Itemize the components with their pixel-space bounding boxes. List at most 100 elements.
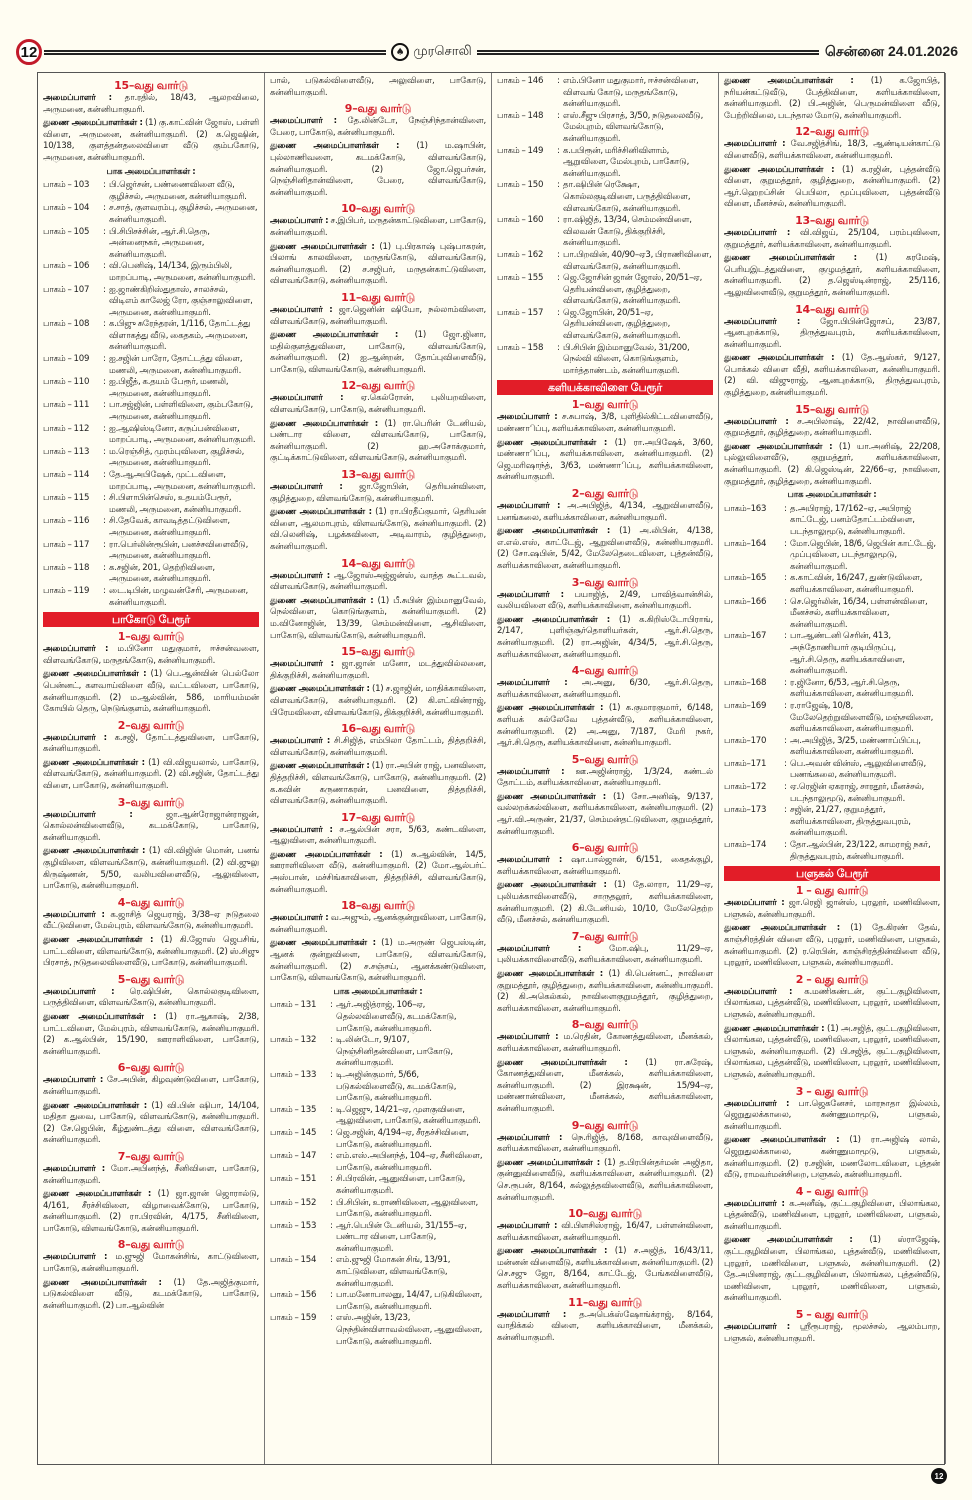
organiser-details: (1) வி.பின் ஷிபா, 14/104, மதிதா துவை, பா… bbox=[43, 1100, 259, 1146]
organiser-details: (1) ஸ்ராஜேஷ், குட்டகுழிவிளை, பிலாங்கல, ப… bbox=[724, 1235, 940, 1304]
booth-row: பாகம் – 158: பி.சிபின் இம்மானுவேல், 31/20… bbox=[497, 343, 713, 378]
organiser-details: (1) க.ரஜின், புத்தன்வீடு விளை, குறுமத்தூ… bbox=[724, 164, 940, 210]
booth-row: பாகம் – 103: பி.ஜெர்சன், பண்ணைவிளை வீடு, … bbox=[43, 180, 259, 203]
booth-row: பாகம் – 155: ஜெ.ஜோசின் ஜான் ஜோஸ், 20/51–ஏ… bbox=[497, 273, 713, 308]
colon: : bbox=[103, 562, 106, 573]
colon: : bbox=[784, 538, 787, 549]
organiser-details: (1) தே.ஆஸ்கர், 9/127, பொக்கல் விளை வீதி,… bbox=[724, 353, 940, 399]
organiser-details: (1) த.பிரபின்தர்மன் அஜிதா, குன்னுவிளைவீட… bbox=[497, 1157, 713, 1203]
organiser-details: மோ.அபினந்த், சீனிவிளை, பாகோடு, கன்னியாகு… bbox=[43, 1163, 259, 1186]
booth-row: பாகம் – 117: ரா.பெர்லின்ரூபின், பனச்சவிளை… bbox=[43, 540, 259, 563]
organiser-entry: துணை அமைப்பாளர்கள் : (1) கி.ஜோஸ் ஜெபசிங்… bbox=[43, 935, 259, 970]
booth-organiser: டை.டிபின், மழுவன்சேரி, அருமனை, கன்னியாகு… bbox=[109, 585, 248, 608]
organiser-details: வி.பிளசிஸ்ராஜ், 16/47, பள்ளன்விளை, களியக… bbox=[497, 1221, 713, 1243]
deputy-organisers-label: துணை அமைப்பாளர்கள் : bbox=[43, 1277, 162, 1288]
organiser-label: அமைப்பாளர் : bbox=[497, 412, 558, 423]
booth-organiser: ர.ராஜேஷ், 10/8, மேலேதெற்றுவிளைவீடு, மஞ்ச… bbox=[790, 700, 934, 735]
booth-number: பாகம்–169 bbox=[724, 700, 767, 711]
organiser-label: அமைப்பாளர் : bbox=[270, 116, 337, 127]
colon: : bbox=[103, 319, 106, 330]
colon: : bbox=[784, 573, 787, 584]
deputy-organisers-label: துணை அமைப்பாளர்கள் : bbox=[43, 118, 143, 129]
booth-number: பாகம்–174 bbox=[724, 840, 767, 851]
ward-heading: 13–வது வார்டு bbox=[341, 468, 415, 482]
ward-heading: 2 – வது வார்டு bbox=[795, 972, 869, 986]
deputy-organisers-label: துணை அமைப்பாளர்கள் : bbox=[497, 969, 603, 979]
organiser-entry: அமைப்பாளர் : வே.சஜித்சிங், 18/3, ஆண்டியன… bbox=[724, 139, 940, 162]
organiser-label: அமைப்பாளர் : bbox=[497, 943, 582, 954]
dateline: சென்னை 24.01.2026 bbox=[825, 42, 959, 59]
organiser-details: தே.லின்டோ, நேஞ்சிந்தான்விளை, பேரை, பாகோட… bbox=[270, 116, 486, 138]
organiser-entry: துணை அமைப்பாளர்கள் : (1) வி.பின் ஷிபா, 1… bbox=[43, 1101, 259, 1147]
colon: : bbox=[103, 446, 106, 457]
deputy-organisers-label: துணை அமைப்பாளர்கள் : bbox=[724, 1235, 853, 1246]
ward-heading: 7–வது வார்டு bbox=[117, 1149, 185, 1163]
organiser-entry: அமைப்பாளர் : ஊ.அஜின்ராஜ், 1/3/24, கண்டல்… bbox=[497, 767, 713, 790]
organiser-entry: அமைப்பாளர் : தா.ரதில், 18/43, ஆலறவிலை, அ… bbox=[43, 93, 259, 116]
organiser-label: அமைப்பாளர் : bbox=[270, 913, 329, 924]
organiser-label: அமைப்பாளர் : bbox=[497, 589, 564, 600]
booth-row: பாகம்–174: தோ.ஆல்பின், 23/122, காமராஜ் நக… bbox=[724, 840, 940, 863]
booth-row: பாகம் – 156: பா.மனோபாலனு, 14/47, படுகிவிள… bbox=[270, 1290, 486, 1313]
organiser-entry: துணை அமைப்பாளர்கள் : (1) க.ரஜின், புத்தன… bbox=[724, 165, 940, 211]
booth-organiser: க.சஜின், 201, தெற்றிவிளை, அருமனை, கன்னிய… bbox=[109, 562, 215, 585]
organiser-details: சே.அபின், கிழவுண்டுவிளை, பாகோடு, கன்னியா… bbox=[43, 1075, 259, 1097]
deputy-organisers-label: துணை அமைப்பாளர்கள் : bbox=[43, 757, 145, 768]
booth-row: பாகம் – 154: எம்.ஜுஜி மோகன் சிங், 13/91, … bbox=[270, 1255, 486, 1290]
booth-organiser: டி.லின்டோ, 9/107, நெஞ்சினிதன்விளை, பாகோட… bbox=[336, 1035, 453, 1069]
booth-row: பாகம் – 108: க.பிஜு சுரேந்தரன், 1/116, தோ… bbox=[43, 319, 259, 354]
booth-number: பாகம் – 133 bbox=[270, 1069, 317, 1080]
organiser-details: (1) ஜா.ஜான் ஜொரால்டு, 4/161, சீரச்சிவிளை… bbox=[43, 1189, 259, 1234]
organiser-details: (1) கி.பென்னட், நாவிளை குறுமத்தூர், குழி… bbox=[497, 969, 713, 1014]
colon: : bbox=[330, 1313, 333, 1324]
ward-heading: 5–வது வார்டு bbox=[571, 752, 639, 766]
booth-row: பாகம் – 145: ஜெ.சஜின், 4/194–ஏ, சீரதச்சிவ… bbox=[270, 1128, 486, 1151]
organiser-entry: துணை அமைப்பாளர்கள் : (1) தே.ஆஸ்கர், 9/12… bbox=[724, 353, 940, 399]
organiser-details: (1) ரா.அபின் ராஜ், பனவிளை, தித்தறிச்சி, … bbox=[270, 761, 486, 807]
booth-row: பாகம்–168: ர.ஜினோ, 6/53, ஆர்.சி.தெரு, களி… bbox=[724, 678, 940, 701]
booth-organiser: ஐ.ஜாண்கிறிஸ்துதாஸ், சாலச்சல், விடிஎம் கா… bbox=[109, 284, 253, 318]
organiser-label: அமைப்பாளர் : bbox=[497, 501, 561, 511]
booth-row: பாகம்–166: செ.ஜெர்லின், 16/34, பள்ளன்விளை… bbox=[724, 597, 940, 632]
organiser-details: (1) பு.பிரகாஷ் புஷ்பாகரன், பிலாங் காலவிள… bbox=[270, 241, 486, 287]
colon: : bbox=[784, 503, 787, 514]
organiser-label: அமைப்பாளர் : bbox=[43, 809, 133, 820]
ward-heading: 8–வது வார்டு bbox=[571, 1018, 639, 1032]
organiser-details: (1) தே.கிரண் தேவ், காஞ்சிரத்தின் விளை வீ… bbox=[724, 923, 941, 969]
ward-heading: 15–வது வார்டு bbox=[795, 402, 869, 416]
organiser-label: அமைப்பாளர் : bbox=[43, 93, 112, 103]
booth-organisers-heading: பாக அமைப்பாளர்கள் : bbox=[106, 166, 196, 177]
booth-organiser: ம.ரெஞ்சித், முரம்புவிளை, குழிச்சல், அரும… bbox=[109, 446, 245, 469]
ward-heading: 11–வது வார்டு bbox=[341, 290, 415, 304]
organiser-details: (1) ரா.ஆகாஷ், 2/38, பாட்டவிளை, மேல்புரம்… bbox=[43, 1011, 259, 1057]
booth-number: பாகம்–167 bbox=[724, 631, 767, 642]
colon: : bbox=[557, 215, 560, 226]
page-number-badge: 12 bbox=[16, 39, 42, 65]
organiser-details: ச.ஆல்பின் சரா, 5/63, கண்டவிளை, ஆலுவிளை, … bbox=[270, 824, 487, 847]
booth-row: பாகம் – 135: டி.ஜெஜு, 14/21–ஏ, முளகுவிளை,… bbox=[270, 1105, 486, 1128]
ward-heading: 10–வது வார்டு bbox=[341, 202, 415, 216]
ward-heading: 6–வது வார்டு bbox=[571, 841, 639, 855]
ward-heading: 18–வது வார்டு bbox=[341, 899, 415, 913]
organiser-entry: துணை அமைப்பாளர்கள் : (1) சு.ஆல்வின், 14/… bbox=[270, 850, 486, 896]
organiser-entry: துணை அமைப்பாளர்கள் : (1) தே.லாரா, 11/29–… bbox=[497, 880, 713, 926]
header-rule-right bbox=[476, 49, 819, 55]
organiser-details: ஜோ.பிபின்ஜோசப், 23/87, ஆனபுறக்காடு, திரு… bbox=[724, 316, 940, 350]
organiser-details: (1) ரா.பிரதீப்குமார், தெரியன் விளை, ஆலமா… bbox=[270, 507, 486, 552]
booth-number: பாகம் – 156 bbox=[270, 1290, 317, 1301]
deputy-organisers-label: துணை அமைப்பாளர்கள் : bbox=[270, 507, 372, 518]
deputy-organisers-label: துணை அமைப்பாளர்கள் : bbox=[270, 418, 378, 429]
organiser-details: ஜா.ஆன்ரோஜான்ராஜன், கொல்லன்விளைவீடு, கடமக… bbox=[43, 809, 259, 843]
booth-row: பாகம்–163: த.அபிராஜ், 17/162–ஏ, அபிராஜ் க… bbox=[724, 504, 940, 539]
ward-heading: 14–வது வார்டு bbox=[795, 302, 869, 316]
booth-row: பாகம்–169: ர.ராஜேஷ், 10/8, மேலேதெற்றுவிளை… bbox=[724, 701, 940, 736]
colon: : bbox=[784, 700, 787, 711]
booth-row: பாகம் – 160: ரா.ஷிஜித், 13/34, செம்மன்விள… bbox=[497, 215, 713, 250]
booth-row: பாகம்–165: க.காட்வின், 16/247, துண்டுவிளை… bbox=[724, 573, 940, 596]
organiser-details: சி.சிஜித், எம்பிலா தோட்டம், தித்தறிச்சி,… bbox=[270, 736, 486, 758]
organiser-label: அமைப்பாளர் : bbox=[724, 986, 793, 997]
ward-heading: 12–வது வார்டு bbox=[341, 379, 415, 393]
booth-number: பாகம் – 104 bbox=[43, 203, 90, 214]
booth-row: பாகம்–171: பெ.அவன் வின்ஸ், ஆலுவிளைவீடு, ப… bbox=[724, 759, 940, 782]
town-banner: பளுகல் பேரூர் bbox=[724, 866, 940, 882]
